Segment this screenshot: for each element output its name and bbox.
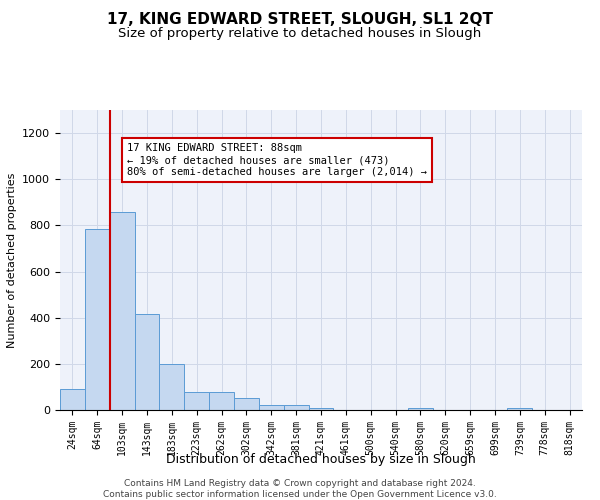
- Text: 17 KING EDWARD STREET: 88sqm
← 19% of detached houses are smaller (473)
80% of s: 17 KING EDWARD STREET: 88sqm ← 19% of de…: [127, 144, 427, 176]
- Bar: [259, 406, 284, 410]
- Text: 17, KING EDWARD STREET, SLOUGH, SL1 2QT: 17, KING EDWARD STREET, SLOUGH, SL1 2QT: [107, 12, 493, 28]
- Bar: [508, 408, 532, 410]
- Bar: [110, 212, 134, 410]
- Bar: [234, 398, 259, 410]
- Bar: [408, 408, 433, 410]
- Bar: [209, 392, 234, 410]
- Bar: [308, 408, 334, 410]
- Bar: [60, 389, 85, 410]
- Bar: [184, 392, 209, 410]
- Text: Contains public sector information licensed under the Open Government Licence v3: Contains public sector information licen…: [103, 490, 497, 499]
- Bar: [160, 364, 184, 410]
- Bar: [85, 229, 110, 410]
- Text: Contains HM Land Registry data © Crown copyright and database right 2024.: Contains HM Land Registry data © Crown c…: [124, 479, 476, 488]
- Text: Distribution of detached houses by size in Slough: Distribution of detached houses by size …: [166, 452, 476, 466]
- Bar: [134, 314, 160, 410]
- Bar: [284, 406, 308, 410]
- Y-axis label: Number of detached properties: Number of detached properties: [7, 172, 17, 348]
- Text: Size of property relative to detached houses in Slough: Size of property relative to detached ho…: [118, 28, 482, 40]
